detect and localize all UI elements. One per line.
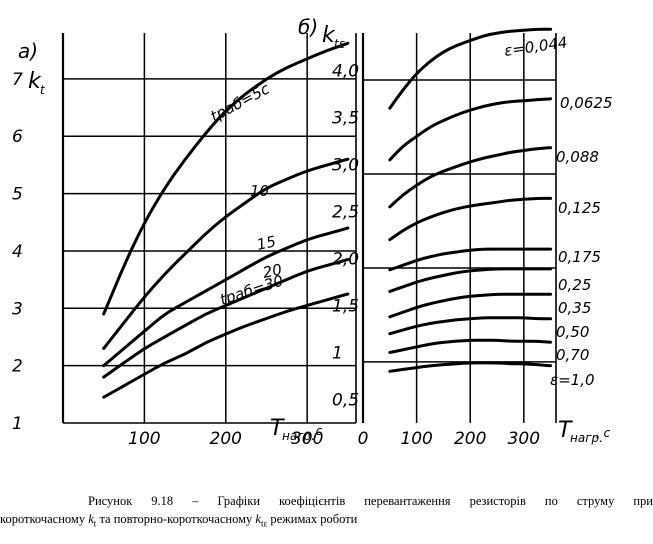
panel-a-series-line (102, 258, 350, 379)
panel-b-series-label: 0,35 (558, 299, 591, 317)
panel-a-y-tick-label: 3 (12, 299, 23, 319)
panel-b-series-label: 0,088 (556, 148, 599, 166)
panel-a-x-axis-title-sub: нагр. (282, 429, 315, 443)
panel-a-series-line (102, 226, 350, 368)
panel-a-x-tick-label: 200 (210, 429, 242, 449)
chart-panel-b: 0,5 1 1,5 2,0 2,5 3,0 3,5 4,0 0 100 200 300 б) k tε Tна… (298, 15, 613, 449)
panel-b-x-tick-label: 300 (508, 429, 540, 449)
panel-b-series-label: 0,50 (556, 323, 589, 341)
figure-caption: Рисунок 9.18 – Графіки коефіцієнтів пере… (0, 492, 653, 533)
panel-b-series-line (388, 146, 553, 209)
panel-b-series-line (388, 247, 553, 272)
panel-a-y-axis-title: k (28, 69, 42, 94)
panel-b-y-tick-label: 3,0 (332, 156, 359, 176)
panel-a-x-axis-title: T (270, 416, 285, 441)
panel-b-series-label: 0,125 (558, 199, 601, 217)
caption-symbol-kt: k (88, 512, 94, 526)
panel-a-series-label: tраб=5с (207, 79, 273, 125)
panel-a-y-tick-label: 5 (12, 185, 23, 205)
panel-b-y-tick-label: 0,5 (332, 391, 359, 411)
panel-b-series-line (388, 338, 553, 354)
caption-line-1: Рисунок 9.18 – Графіки коефіцієнтів пере… (88, 494, 653, 508)
panel-a-y-tick-label: 2 (12, 357, 23, 377)
panel-b-series-label: ε=0,044 (503, 33, 569, 60)
panel-a-x-tick-label: 100 (128, 429, 160, 449)
panel-a-y-axis-title-sub: t (40, 83, 46, 97)
panel-b-y-tick-label: 2,0 (332, 250, 359, 270)
caption-symbol-kte-sub: tε (260, 518, 268, 529)
panel-b-y-tick-label: 4,0 (332, 62, 359, 82)
panel-b-series-label: 0,175 (558, 248, 601, 266)
panel-b-series-line (388, 316, 553, 336)
panel-b-y-tick-label: 1 (332, 344, 343, 364)
panel-a-series-line (102, 157, 350, 350)
panel-b-label: б) (298, 15, 318, 39)
panel-b-series-line (388, 97, 553, 162)
panel-a-series-line (102, 41, 350, 316)
panel-b-y-tick-label: 1,5 (332, 297, 359, 317)
panel-b-y-tick-label: 3,5 (332, 109, 359, 129)
caption-symbol-kte: k (255, 512, 261, 526)
panel-b-series-line (388, 27, 553, 110)
panel-b-series-line (388, 292, 553, 319)
panel-b-series-line (388, 196, 553, 242)
panel-a-series-label: 20 (261, 260, 283, 282)
panel-a-series-label: 15 (255, 232, 277, 254)
caption-text-b: та повторно-короткочасному (96, 512, 256, 526)
panel-b-series-label: 0,0625 (560, 94, 613, 112)
panel-b-series-line (388, 267, 553, 293)
panel-a-y-tick-label: 4 (12, 242, 23, 262)
panel-b-series-label: 0,25 (558, 276, 591, 294)
panel-b-x-axis-title-sub: нагр. (570, 431, 603, 445)
panel-b-y-tick-label: 2,5 (332, 203, 359, 223)
caption-text-a: короткочасному (0, 512, 89, 526)
caption-symbol-kt-sub: t (93, 518, 97, 529)
panel-b-series-label: ε=1,0 (550, 371, 595, 389)
panel-a-x-axis-unit: , с (308, 424, 323, 438)
panel-b-series-label: 0,70 (556, 346, 589, 364)
panel-b-y-axis-title: k (322, 23, 336, 48)
panel-b-x-axis-unit: , с (596, 426, 611, 440)
panel-b-x-tick-label: 200 (454, 429, 486, 449)
panel-a-series-line (102, 292, 350, 399)
caption-text-c: режимах роботи (267, 512, 358, 526)
panel-a-label: a) (18, 39, 38, 63)
panel-b-y-axis-title-sub: tε (334, 37, 346, 51)
panel-a-series-label: 10 (250, 182, 269, 200)
panel-b-x-tick-label: 0 (358, 429, 369, 449)
caption-line-2: короткочасному kt та повторно-короткочас… (0, 510, 653, 533)
panel-a-x-tick-label: 300 (291, 429, 323, 449)
panel-a-y-tick-label: 6 (12, 127, 23, 147)
panel-a-y-tick-label: 1 (12, 414, 23, 434)
panel-b-x-tick-label: 100 (400, 429, 432, 449)
panel-b-x-axis-title: T (558, 418, 573, 443)
panel-a-y-tick-label: 7 (12, 70, 23, 90)
panel-b-series-line (388, 361, 553, 373)
